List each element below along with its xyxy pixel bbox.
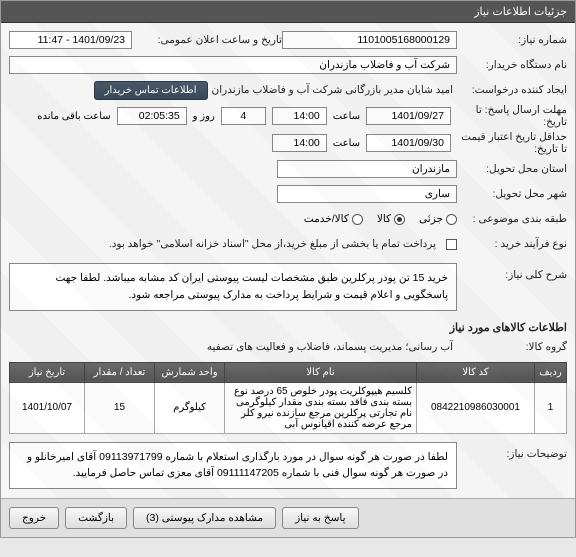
cell-qty: 15 (85, 382, 155, 433)
requester-value: امید شایان مدیر بازرگانی شرکت آب و فاضلا… (208, 84, 457, 96)
row-overview: شرح کلی نیاز: خرید 15 تن پودر پرکلرین طب… (9, 263, 567, 311)
back-button[interactable]: بازگشت (65, 507, 127, 529)
cell-date: 1401/10/07 (10, 382, 85, 433)
validity-label: حداقل تاریخ اعتبار قیمت تا تاریخ: (457, 131, 567, 155)
col-idx: ردیف (535, 362, 567, 382)
buy-type-label: نوع فرآیند خرید : (457, 238, 567, 250)
need-no-label: شماره نیاز: (457, 34, 567, 46)
announce-value: 1401/09/23 - 11:47 (9, 31, 132, 49)
overview-text: خرید 15 تن پودر پرکلرین طبق مشخصات لیست … (9, 263, 457, 311)
radio-icon (352, 214, 363, 225)
radio-icon (394, 214, 405, 225)
radio-icon (446, 214, 457, 225)
time-label-2: ساعت (333, 138, 360, 149)
col-code: کد کالا (417, 362, 535, 382)
buy-type-checkbox[interactable] (446, 239, 457, 250)
row-need-no: شماره نیاز: 1101005168000129 تاریخ و ساع… (9, 29, 567, 51)
row-city: شهر محل تحویل: ساری (9, 183, 567, 205)
button-bar: پاسخ به نیاز مشاهده مدارک پیوستی (3) باز… (1, 498, 575, 537)
row-buy-type: نوع فرآیند خرید : پرداخت تمام یا بخشی از… (9, 233, 567, 255)
buyer-value: شرکت آب و فاضلاب مازندران (9, 56, 457, 74)
row-deadline: مهلت ارسال پاسخ: تا تاریخ: 1401/09/27 سا… (9, 104, 567, 128)
goods-table: ردیف کد کالا نام کالا واحد شمارش تعداد /… (9, 362, 567, 434)
cell-unit: کیلوگرم (155, 382, 225, 433)
row-group: گروه کالا: آب رسانی؛ مدیریت پسماند، فاضل… (9, 336, 567, 358)
province-value: مازندران (277, 160, 457, 178)
contact-buyer-button[interactable]: اطلاعات تماس خریدار (94, 81, 208, 100)
deadline-time: 14:00 (272, 107, 327, 125)
notes-label: توضیحات نیاز: (457, 442, 567, 460)
group-value: آب رسانی؛ مدیریت پسماند، فاضلاب و فعالیت… (203, 341, 457, 353)
notes-text: لطفا در صورت هر گونه سوال در مورد بارگذا… (9, 442, 457, 490)
deadline-date: 1401/09/27 (366, 107, 451, 125)
cell-idx: 1 (535, 382, 567, 433)
col-date: تاریخ نیاز (10, 362, 85, 382)
panel-title: جزئیات اطلاعات نیاز (474, 6, 567, 18)
details-panel: جزئیات اطلاعات نیاز شماره نیاز: 11010051… (0, 0, 576, 538)
col-unit: واحد شمارش (155, 362, 225, 382)
remain-label: ساعت باقی مانده (37, 111, 110, 122)
row-validity: حداقل تاریخ اعتبار قیمت تا تاریخ: 1401/0… (9, 131, 567, 155)
pack-opt-0[interactable]: جزئی (419, 213, 457, 225)
goods-section-header: اطلاعات کالاهای مورد نیاز (9, 317, 567, 336)
row-packaging: طبقه بندی موضوعی : جزئی کالا کالا/خدمت (9, 208, 567, 230)
city-label: شهر محل تحویل: (457, 188, 567, 200)
attachments-button[interactable]: مشاهده مدارک پیوستی (3) (133, 507, 276, 529)
form-body: شماره نیاز: 1101005168000129 تاریخ و ساع… (1, 23, 575, 498)
group-label: گروه کالا: (457, 341, 567, 353)
row-province: استان محل تحویل: مازندران (9, 158, 567, 180)
buyer-label: نام دستگاه خریدار: (457, 59, 567, 71)
buy-type-note: پرداخت تمام یا بخشی از مبلغ خرید،از محل … (105, 238, 440, 250)
row-requester: ایجاد کننده درخواست: امید شایان مدیر باز… (9, 79, 567, 101)
pack-opt-1[interactable]: کالا (377, 213, 405, 225)
answer-button[interactable]: پاسخ به نیاز (282, 507, 358, 529)
table-row: 1 0842210986030001 کلسیم هیپوکلریت پودر … (10, 382, 567, 433)
cell-code: 0842210986030001 (417, 382, 535, 433)
row-buyer: نام دستگاه خریدار: شرکت آب و فاضلاب مازن… (9, 54, 567, 76)
city-value: ساری (277, 185, 457, 203)
province-label: استان محل تحویل: (457, 163, 567, 175)
validity-date: 1401/09/30 (366, 134, 451, 152)
cell-name: کلسیم هیپوکلریت پودر خلوص 65 درصد نوع بس… (225, 382, 417, 433)
pack-radio-group: جزئی کالا کالا/خدمت (304, 213, 457, 225)
day-and-label: روز و (193, 111, 215, 122)
row-notes: توضیحات نیاز: لطفا در صورت هر گونه سوال … (9, 442, 567, 490)
exit-button[interactable]: خروج (9, 507, 59, 529)
pack-label: طبقه بندی موضوعی : (457, 213, 567, 225)
days-left: 4 (221, 107, 266, 125)
overview-label: شرح کلی نیاز: (457, 263, 567, 281)
panel-header: جزئیات اطلاعات نیاز (1, 1, 575, 23)
countdown: 02:05:35 (117, 107, 187, 125)
need-no-value: 1101005168000129 (282, 31, 457, 49)
requester-label: ایجاد کننده درخواست: (457, 84, 567, 96)
announce-label: تاریخ و ساعت اعلان عمومی: (132, 34, 282, 46)
validity-time: 14:00 (272, 134, 327, 152)
col-qty: تعداد / مقدار (85, 362, 155, 382)
deadline-label: مهلت ارسال پاسخ: تا تاریخ: (457, 104, 567, 128)
col-name: نام کالا (225, 362, 417, 382)
table-head: ردیف کد کالا نام کالا واحد شمارش تعداد /… (10, 362, 567, 382)
time-label-1: ساعت (333, 111, 360, 122)
pack-opt-2[interactable]: کالا/خدمت (304, 213, 363, 225)
